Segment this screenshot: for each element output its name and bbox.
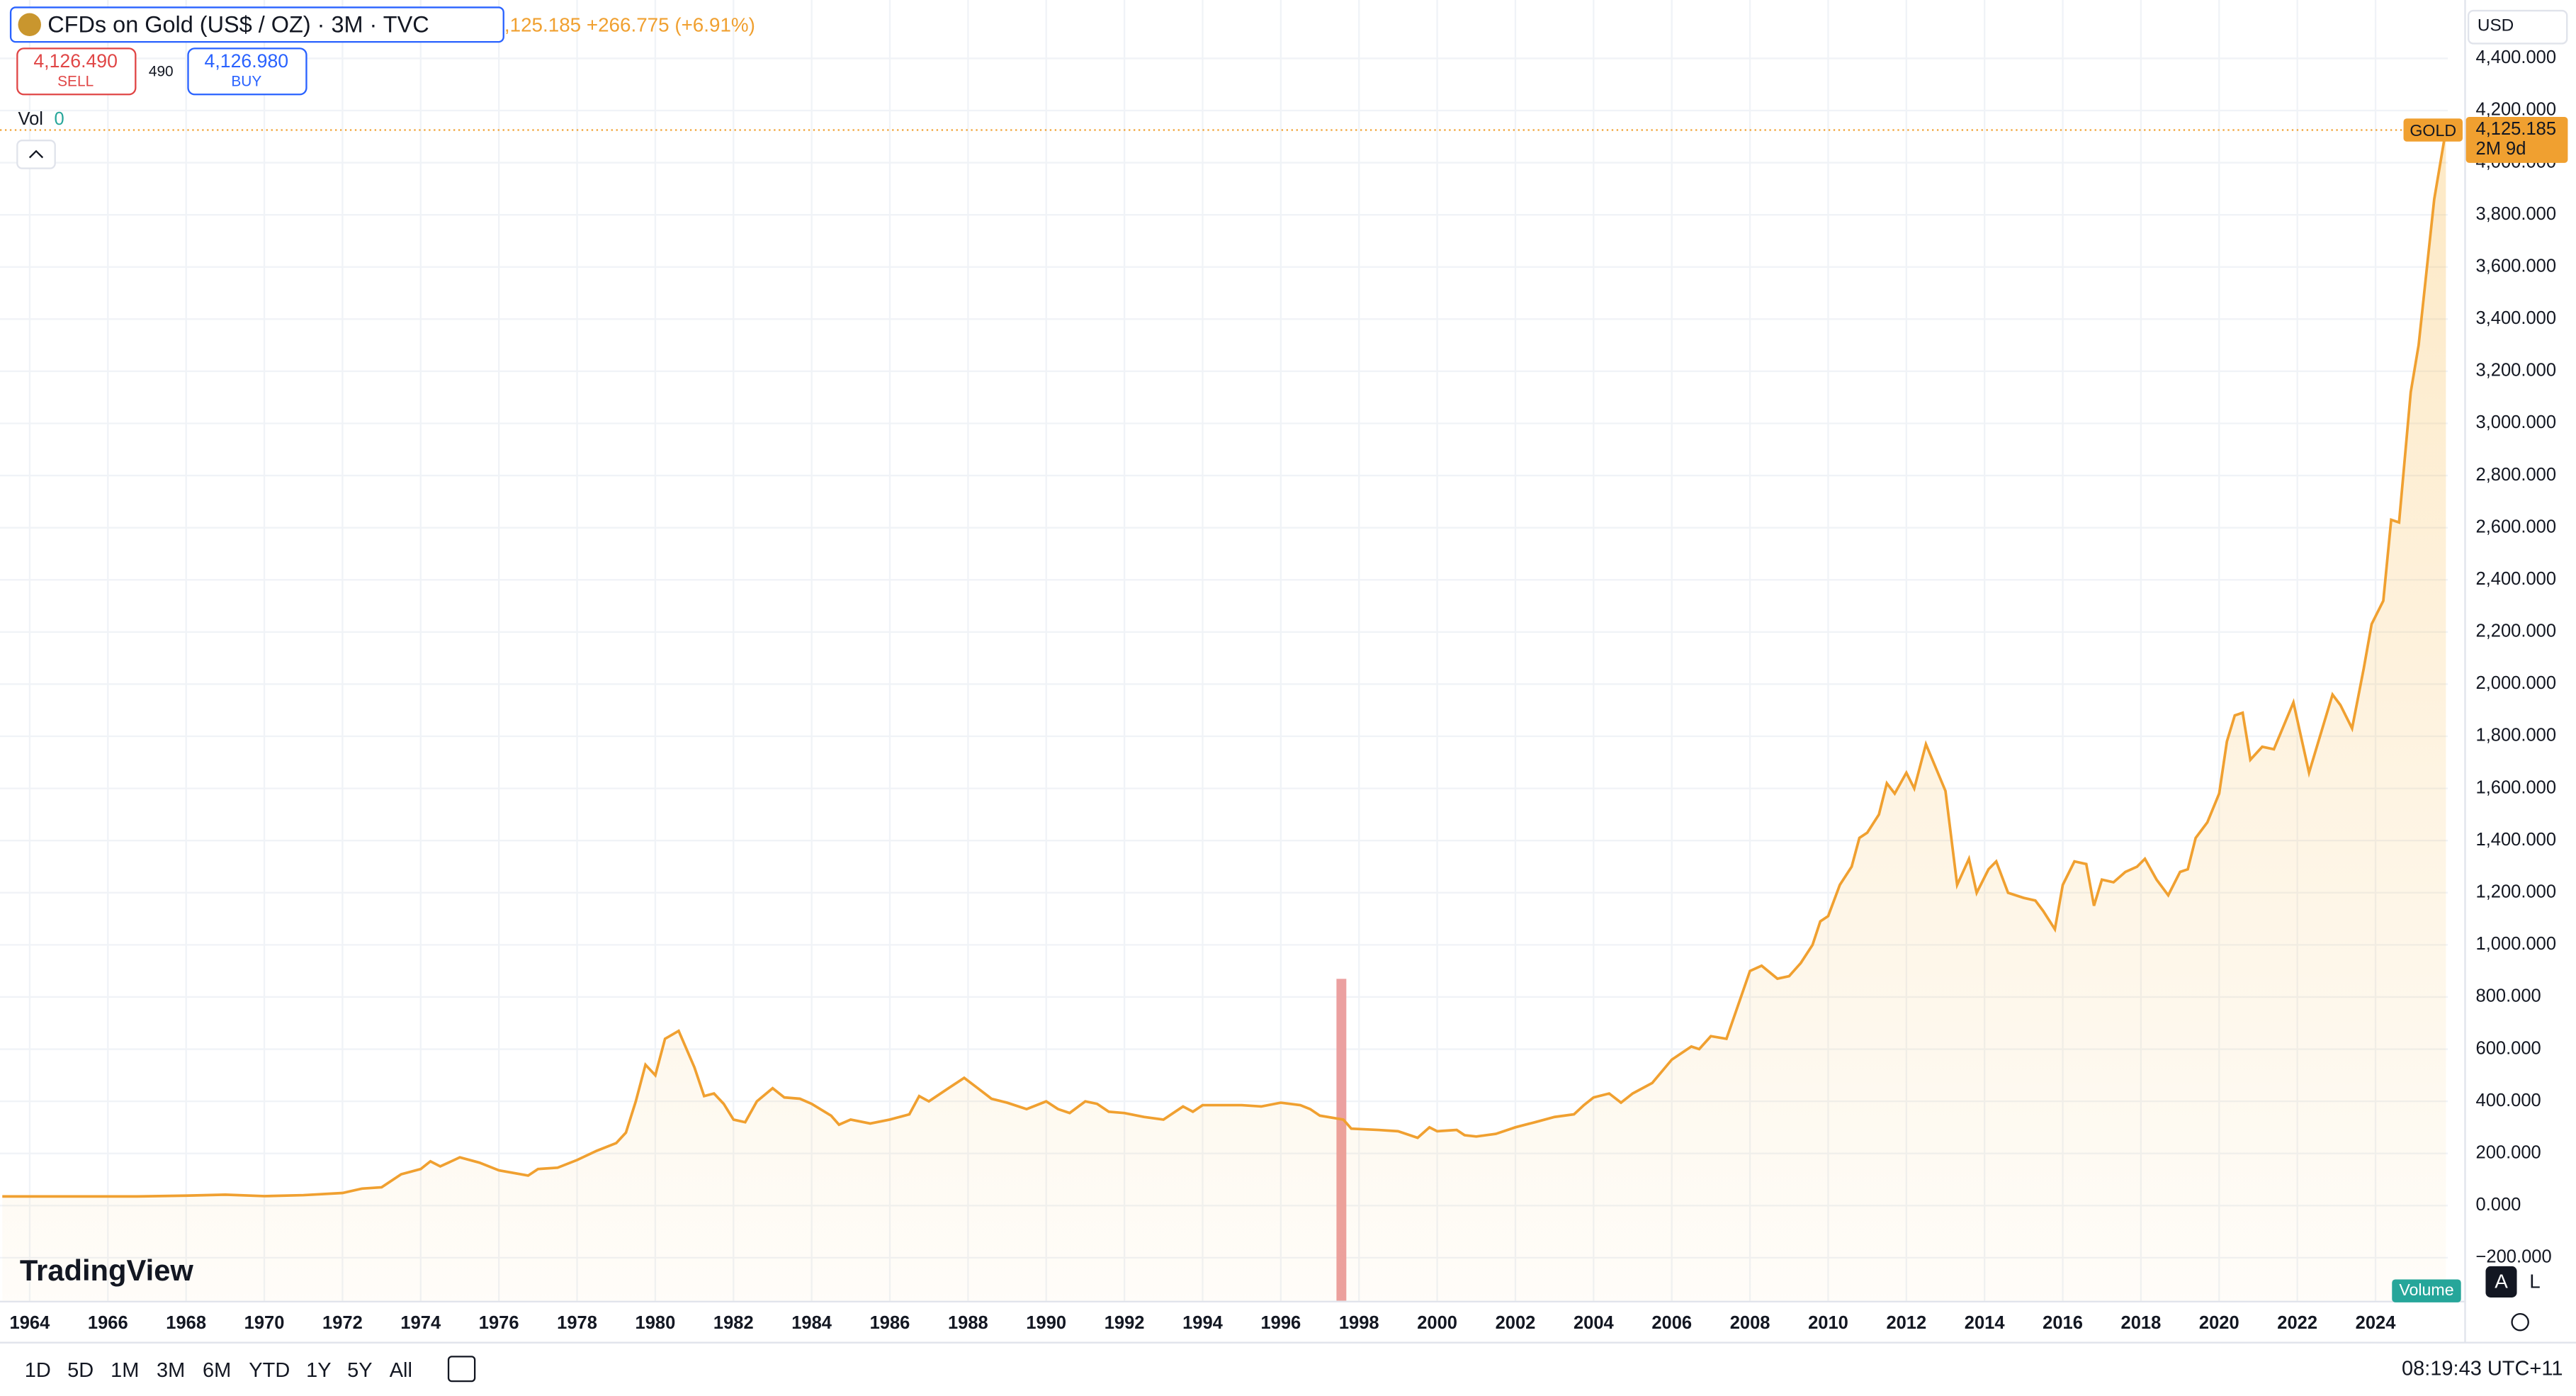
y-tick-label: 400.000 — [2476, 1091, 2541, 1110]
range-button[interactable]: All — [390, 1359, 412, 1382]
range-button[interactable]: 6M — [203, 1359, 231, 1382]
symbol-icon — [18, 13, 41, 36]
y-tick-label: 2,400.000 — [2476, 569, 2556, 589]
y-tick-label: 3,200.000 — [2476, 361, 2556, 381]
spread: 490 — [149, 63, 174, 79]
x-tick-label: 1968 — [166, 1313, 206, 1333]
price-area — [2, 130, 2446, 1301]
x-tick-label: 2002 — [1496, 1313, 1536, 1333]
x-tick-label: 1992 — [1105, 1313, 1145, 1333]
x-tick-label: 2004 — [1574, 1313, 1615, 1333]
buy-price: 4,126.980 — [205, 50, 289, 72]
y-tick-label: 1,800.000 — [2476, 726, 2556, 745]
y-tick-label: 1,200.000 — [2476, 882, 2556, 902]
x-tick-label: 2020 — [2199, 1313, 2239, 1333]
x-tick-label: 1986 — [870, 1313, 910, 1333]
x-tick-label: 2012 — [1886, 1313, 1926, 1333]
y-tick-label: 2,600.000 — [2476, 517, 2556, 536]
volume-badge — [2392, 1279, 2461, 1302]
vol-value: 0 — [55, 109, 64, 129]
x-tick-label: 2000 — [1417, 1313, 1457, 1333]
range-button[interactable]: 1Y — [306, 1359, 331, 1382]
y-tick-label: 0.000 — [2476, 1195, 2521, 1215]
gold-tag — [2403, 118, 2463, 142]
x-tick-label: 1984 — [791, 1313, 832, 1333]
x-tick-label: 2006 — [1651, 1313, 1692, 1333]
clock: 08:19:43 UTC+11 — [2402, 1358, 2563, 1380]
range-button[interactable]: 1M — [111, 1359, 139, 1382]
auto-scale-button[interactable] — [2485, 1266, 2517, 1298]
y-tick-label: 4,200.000 — [2476, 100, 2556, 120]
last-price-badge — [2465, 116, 2568, 163]
y-tick-label: 2,200.000 — [2476, 621, 2556, 641]
symbol-box[interactable] — [9, 6, 504, 43]
symbol-title: CFDs on Gold (US$ / OZ) · 3M · TVC — [47, 12, 429, 38]
date-range-icon[interactable] — [447, 1356, 476, 1383]
last-price-label: 4,125.185 — [2476, 119, 2556, 139]
y-tick-label: 2,800.000 — [2476, 465, 2556, 485]
range-button[interactable]: YTD — [249, 1359, 290, 1382]
x-tick-label: 2024 — [2356, 1313, 2397, 1333]
range-button[interactable]: 5D — [67, 1359, 94, 1382]
x-tick-label: 1990 — [1026, 1313, 1066, 1333]
x-tick-label: 1964 — [10, 1313, 51, 1333]
y-tick-label: 3,800.000 — [2476, 204, 2556, 224]
y-tick-label: 800.000 — [2476, 986, 2541, 1006]
x-tick-label: 1978 — [557, 1313, 597, 1333]
countdown: 2M 9d — [2476, 139, 2526, 159]
sell-price: 4,126.490 — [33, 50, 118, 72]
y-tick-label: 3,600.000 — [2476, 256, 2556, 276]
x-tick-label: 2010 — [1808, 1313, 1848, 1333]
y-tick-label: 2,000.000 — [2476, 673, 2556, 693]
y-tick-label: 1,600.000 — [2476, 777, 2556, 797]
x-tick-label: 1966 — [88, 1313, 128, 1333]
price-line — [2, 130, 2448, 1198]
log-scale[interactable]: L — [2529, 1270, 2540, 1292]
y-tick-label: 3,000.000 — [2476, 412, 2556, 432]
logo: TradingView — [20, 1254, 194, 1287]
auto-scale: A — [2495, 1270, 2508, 1292]
x-tick-label: 1982 — [713, 1313, 754, 1333]
x-tick-label: 1996 — [1260, 1313, 1301, 1333]
y-tick-label: 1,000.000 — [2476, 934, 2556, 954]
x-tick-label: 1970 — [244, 1313, 285, 1333]
x-tick-label: 1980 — [635, 1313, 676, 1333]
currency: USD — [2478, 16, 2514, 35]
y-tick-label: 4,400.000 — [2476, 47, 2556, 67]
range-button[interactable]: 5Y — [347, 1359, 372, 1382]
y-tick-label: 600.000 — [2476, 1038, 2541, 1058]
y-tick-label: 3,400.000 — [2476, 308, 2556, 328]
gold-tag-label: GOLD — [2410, 121, 2456, 140]
y-tick-label: 200.000 — [2476, 1142, 2541, 1162]
x-tick-label: 1974 — [400, 1313, 441, 1333]
x-tick-label: 2008 — [1730, 1313, 1770, 1333]
range-button[interactable]: 3M — [157, 1359, 185, 1382]
sell-label: SELL — [57, 73, 94, 89]
y-tick-label: −200.000 — [2476, 1247, 2552, 1267]
settings-icon[interactable] — [2511, 1312, 2529, 1332]
x-tick-label: 2022 — [2277, 1313, 2317, 1333]
sell-button[interactable] — [16, 47, 137, 96]
y-tick-label: 1,400.000 — [2476, 830, 2556, 850]
x-tick-label: 2014 — [1965, 1313, 2006, 1333]
currency-select[interactable] — [2467, 9, 2568, 45]
volume-label: Volume — [2399, 1280, 2453, 1299]
range-button[interactable]: 1D — [25, 1359, 51, 1382]
x-tick-label: 1998 — [1339, 1313, 1379, 1333]
x-tick-label: 1988 — [948, 1313, 988, 1333]
price-change: ,125.185 +266.775 (+6.91%) — [504, 13, 755, 35]
buy-label: BUY — [231, 73, 261, 89]
x-tick-label: 1976 — [479, 1313, 519, 1333]
x-tick-label: 1994 — [1182, 1313, 1224, 1333]
x-tick-label: 1972 — [322, 1313, 363, 1333]
vol-label: Vol — [18, 109, 43, 129]
x-tick-label: 2018 — [2121, 1313, 2162, 1333]
collapse-button[interactable] — [16, 140, 56, 169]
x-tick-label: 2016 — [2043, 1313, 2083, 1333]
buy-button[interactable] — [187, 47, 307, 96]
collapse-icon — [28, 150, 44, 159]
